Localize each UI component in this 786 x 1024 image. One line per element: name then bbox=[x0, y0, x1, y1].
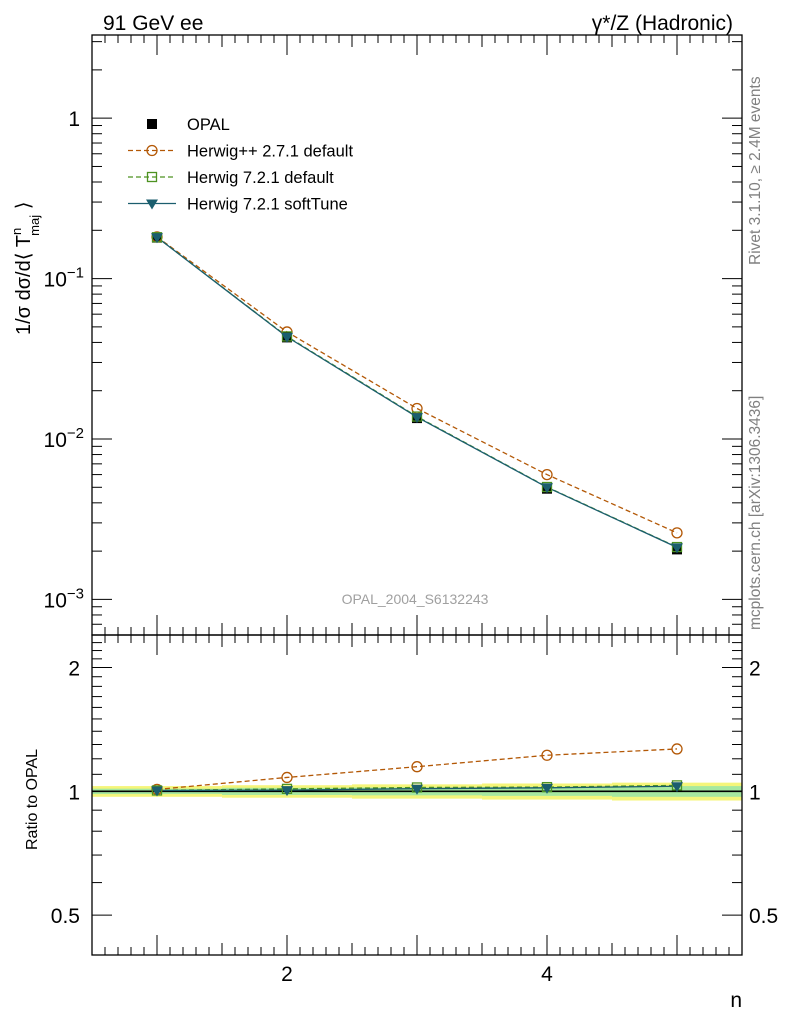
ratio-data-point bbox=[281, 786, 293, 797]
ratio-y-tick-label-right: 1 bbox=[749, 781, 761, 804]
main-data-point bbox=[671, 527, 683, 539]
ratio-y-tick-label: 1 bbox=[68, 781, 80, 804]
legend-marker bbox=[146, 199, 158, 210]
main-series-line bbox=[156, 236, 678, 548]
mcplots-label: mcplots.cern.ch [arXiv:1306.3436] bbox=[747, 396, 764, 630]
main-ylabel-sub: maj bbox=[27, 215, 42, 236]
legend-label: Herwig 7.2.1 softTune bbox=[187, 196, 348, 214]
y-tick-label: 10−3 bbox=[44, 585, 84, 612]
main-panel: 10−310−210−11 bbox=[44, 34, 743, 636]
ratio-data-point bbox=[281, 771, 293, 784]
x-tick-label: 4 bbox=[541, 963, 553, 986]
y-tick-label: 10−1 bbox=[44, 265, 84, 292]
ratio-series-line bbox=[156, 748, 678, 791]
legend-label: Herwig++ 2.7.1 default bbox=[187, 143, 353, 161]
main-ylabel-sup: n bbox=[9, 228, 24, 235]
main-data-point bbox=[281, 332, 293, 343]
legend-marker bbox=[147, 119, 157, 129]
main-ylabel-prefix: 1/σ dσ/d⟨ T bbox=[13, 235, 35, 335]
main-series-line bbox=[156, 236, 678, 548]
x-tick-label: 2 bbox=[281, 963, 293, 986]
ratio-y-tick-label-right: 0.5 bbox=[749, 905, 778, 928]
rivet-label: Rivet 3.1.10, ≥ 2.4M events bbox=[747, 76, 764, 265]
ratio-y-tick-label-right: 2 bbox=[749, 658, 761, 681]
ratio-data-point bbox=[411, 784, 423, 795]
y-tick-label-base: 10 bbox=[44, 269, 67, 292]
header-right: γ*/Z (Hadronic) bbox=[592, 12, 733, 35]
ratio-data-point bbox=[671, 743, 683, 755]
main-series-line bbox=[156, 236, 678, 534]
ratio-y-tick-label: 0.5 bbox=[51, 905, 80, 928]
main-data-point bbox=[541, 483, 553, 494]
main-ylabel-suffix: ⟩ bbox=[13, 202, 35, 215]
main-data-point bbox=[541, 468, 553, 481]
ratio-y-tick-label: 2 bbox=[68, 658, 80, 681]
main-data-point bbox=[151, 233, 163, 244]
x-axis-label: n bbox=[730, 989, 742, 1012]
ratio-data-point bbox=[411, 761, 423, 773]
main-data-point bbox=[671, 543, 683, 554]
y-tick-label-exp: −3 bbox=[67, 585, 84, 602]
ratio-panel: 2 4 0.5 0.5 1 1 2 2 bbox=[51, 634, 778, 986]
legend-label: OPAL bbox=[187, 116, 230, 134]
main-ylabel: 1/σ dσ/d⟨ Tn maj ⟩ bbox=[9, 202, 42, 336]
ratio-data-point bbox=[671, 782, 683, 793]
y-tick-label-exp: −2 bbox=[67, 425, 84, 442]
y-tick-label-exp: −1 bbox=[67, 265, 84, 282]
ratio-ylabel: Ratio to OPAL bbox=[24, 749, 41, 850]
ratio-data-point bbox=[541, 749, 553, 761]
y-tick-label-base: 10 bbox=[44, 589, 67, 612]
legend-marker bbox=[146, 144, 158, 157]
ratio-data-point bbox=[151, 786, 163, 797]
legend: OPAL Herwig++ 2.7.1 default Herwig 7.2.1 d… bbox=[128, 116, 353, 214]
ratio-data-point bbox=[541, 783, 553, 794]
legend-marker bbox=[146, 171, 158, 183]
header-left: 91 GeV ee bbox=[103, 12, 203, 35]
analysis-tag: OPAL_2004_S6132243 bbox=[342, 591, 489, 607]
legend-label: Herwig 7.2.1 default bbox=[187, 169, 334, 187]
y-tick-label: 10−2 bbox=[44, 425, 84, 452]
main-data-point bbox=[411, 413, 423, 424]
y-tick-label-base: 10 bbox=[44, 429, 67, 452]
y-tick-label: 1 bbox=[68, 108, 80, 131]
